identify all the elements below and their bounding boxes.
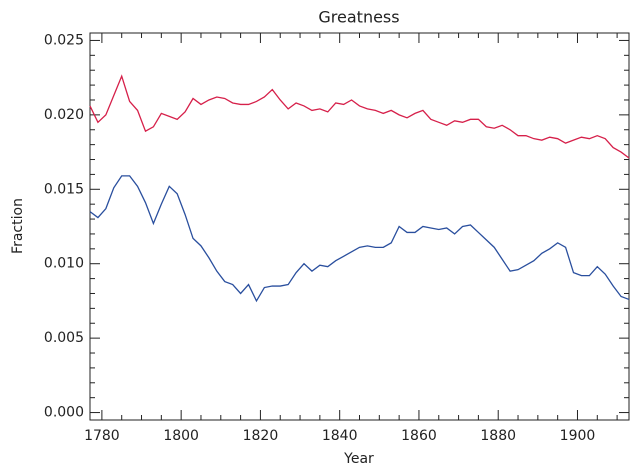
x-tick-label: 1820 [243,428,279,444]
x-tick-label: 1880 [480,428,516,444]
y-tick-label: 0.025 [44,32,84,48]
chart-title: Greatness [318,8,399,27]
y-axis-label: Fraction [10,198,26,254]
x-tick-label: 1780 [84,428,120,444]
y-tick-label: 0.010 [44,256,84,272]
x-tick-label: 1900 [560,428,596,444]
x-tick-label: 1860 [401,428,437,444]
x-tick-label: 1840 [322,428,358,444]
series-line [89,175,630,303]
y-tick-label: 0.020 [44,107,84,123]
series-line [89,74,630,159]
y-tick-label: 0.005 [44,330,84,346]
plot-frame [89,32,630,421]
y-tick-label: 0.000 [44,405,84,421]
x-tick-label: 1800 [163,428,199,444]
y-tick-label: 0.015 [44,181,84,197]
x-axis-label: Year [343,451,374,467]
